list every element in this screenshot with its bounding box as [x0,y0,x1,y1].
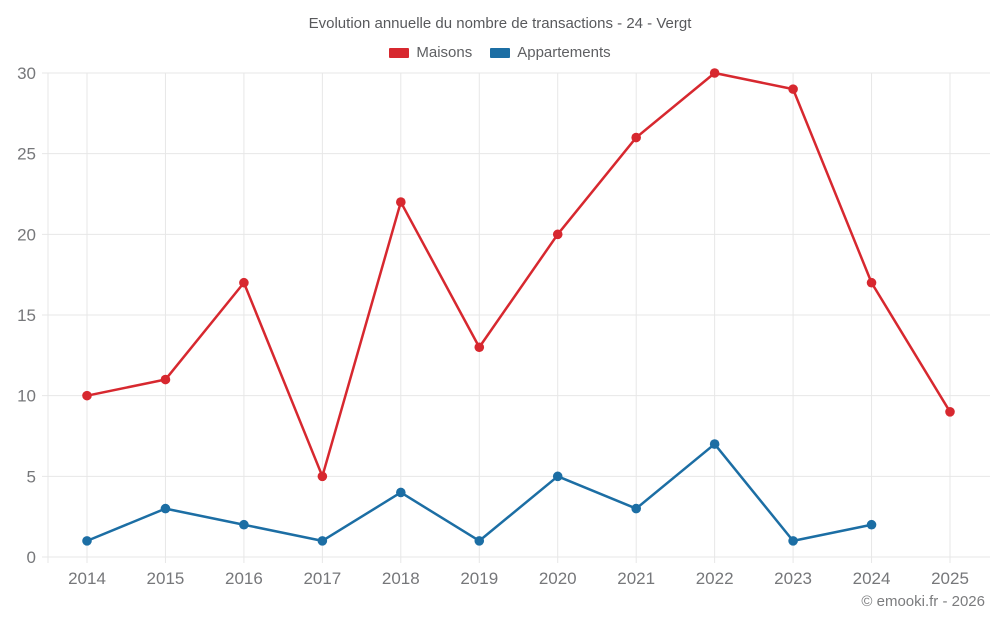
x-axis-label: 2014 [68,569,106,588]
y-axis-label: 5 [27,467,36,486]
data-point-maisons-2025[interactable] [945,407,955,417]
legend-item-maisons[interactable]: Maisons [389,44,472,61]
data-point-appartements-2015[interactable] [160,503,171,514]
data-point-appartements-2016[interactable] [239,519,249,530]
data-point-appartements-2019[interactable] [474,536,485,546]
legend-item-appartements[interactable]: Appartements [490,44,611,61]
x-axis-label: 2018 [382,569,420,588]
data-point-maisons-2014[interactable] [82,390,92,401]
data-point-appartements-2024[interactable] [866,519,877,530]
data-point-maisons-2016[interactable] [239,277,249,288]
x-axis-label: 2022 [696,569,734,588]
chart-title: Evolution annuelle du nombre de transact… [308,15,692,32]
data-point-appartements-2021[interactable] [631,503,641,514]
data-point-maisons-2017[interactable] [317,471,328,482]
x-axis-label: 2023 [774,569,812,588]
copyright-text: © emooki.fr - 2026 [861,593,985,610]
y-axis-label: 0 [27,548,36,567]
data-point-maisons-2023[interactable] [788,84,798,94]
x-axis-label: 2017 [303,569,341,588]
x-axis-label: 2016 [225,569,263,588]
y-axis-label: 20 [17,225,36,244]
legend-swatch-maisons [389,47,410,58]
legend-swatch-appartements [490,47,511,58]
data-point-maisons-2024[interactable] [866,277,877,288]
y-axis-label: 10 [17,387,36,406]
y-axis-label: 25 [17,145,36,164]
chart-legend: Maisons Appartements [0,44,1000,61]
data-point-appartements-2014[interactable] [82,536,92,546]
y-axis-label: 15 [17,306,36,325]
data-point-maisons-2015[interactable] [160,374,171,385]
data-point-appartements-2020[interactable] [552,471,563,482]
data-point-maisons-2018[interactable] [396,197,406,207]
x-axis-label: 2020 [539,569,577,588]
x-axis-label: 2024 [853,569,891,588]
data-point-maisons-2020[interactable] [552,229,563,240]
x-axis-label: 2025 [931,569,969,588]
x-axis-label: 2021 [617,569,655,588]
data-point-maisons-2019[interactable] [474,342,485,353]
data-point-appartements-2023[interactable] [788,536,798,546]
series-line-maisons [85,71,952,478]
data-point-appartements-2018[interactable] [396,487,406,498]
data-point-appartements-2022[interactable] [709,439,720,449]
data-point-appartements-2017[interactable] [317,536,328,546]
data-point-maisons-2021[interactable] [631,132,641,143]
y-axis-label: 30 [17,64,36,83]
legend-label: Maisons [416,44,473,61]
x-axis-label: 2015 [147,569,185,588]
x-axis-label: 2019 [460,569,498,588]
data-point-maisons-2022[interactable] [709,68,720,78]
legend-label: Appartements [517,44,611,61]
